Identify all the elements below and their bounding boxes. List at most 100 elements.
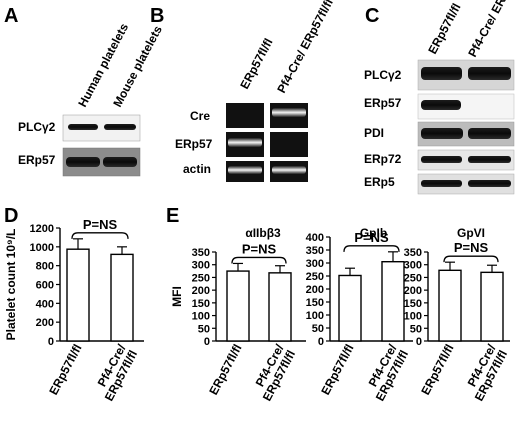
y-tick-label: 0 bbox=[416, 336, 422, 348]
chart-title: GpVI bbox=[457, 226, 485, 240]
y-tick-label: 250 bbox=[404, 272, 422, 284]
y-tick-label: 0 bbox=[204, 336, 210, 348]
y-tick-label: 0 bbox=[318, 336, 324, 348]
category-label: ERp57fl/fl bbox=[318, 342, 356, 397]
blot-c-erp5 bbox=[417, 173, 515, 195]
panel-a-row-plcg2: PLCγ2 bbox=[18, 120, 56, 134]
band bbox=[104, 124, 136, 130]
y-tick-label: 200 bbox=[36, 317, 54, 329]
bar bbox=[110, 253, 134, 342]
y-tick-label: 250 bbox=[192, 272, 210, 284]
blot-c-erp72 bbox=[417, 149, 515, 171]
panel-c-row-pdi: PDI bbox=[364, 126, 384, 140]
bar bbox=[338, 274, 362, 342]
y-tick-label: 0 bbox=[48, 336, 54, 348]
panel-d-letter: D bbox=[4, 205, 18, 227]
panel-c-row-erp72: ERp72 bbox=[364, 152, 402, 166]
y-tick-label: 150 bbox=[306, 297, 324, 309]
y-tick-label: 350 bbox=[192, 247, 210, 259]
y-axis-label: Platelet count 10⁹/L bbox=[4, 229, 18, 341]
bar bbox=[66, 248, 90, 342]
band bbox=[468, 180, 511, 187]
band bbox=[68, 124, 98, 130]
y-tick-label: 150 bbox=[192, 298, 210, 310]
bar bbox=[381, 261, 405, 342]
panel-a: A Human platelets Mouse platelets PLCγ2 … bbox=[4, 5, 165, 177]
category-label: Pf4-Cre/ERp57fl/fl bbox=[248, 341, 298, 403]
y-tick-label: 300 bbox=[306, 258, 324, 270]
band bbox=[421, 128, 463, 139]
y-tick-label: 400 bbox=[306, 232, 324, 244]
panel-b-row-actin: actin bbox=[183, 162, 211, 176]
band bbox=[421, 100, 461, 110]
panel-b-column-ctrl: ERp57fl/fl bbox=[237, 36, 275, 91]
panel-b-letter: B bbox=[150, 5, 164, 27]
panel-b-row-erp57: ERp57 bbox=[175, 137, 213, 151]
significance-label: P=NS bbox=[242, 241, 277, 256]
gel-erp57-ko bbox=[270, 132, 308, 157]
panel-b-row-cre: Cre bbox=[190, 109, 210, 123]
panel-c: C ERp57fl/fl Pf4-Cre/ ERp57fl/fl PLCγ2 E… bbox=[364, 0, 520, 195]
y-tick-label: 100 bbox=[404, 311, 422, 323]
gel-cre-ctrl bbox=[226, 103, 264, 128]
y-tick-label: 150 bbox=[404, 298, 422, 310]
band bbox=[272, 166, 306, 174]
significance-label: P=NS bbox=[354, 230, 389, 245]
category-label: Pf4-Cre/ERp57fl/fl bbox=[90, 341, 140, 403]
y-tick-label: 50 bbox=[312, 323, 324, 335]
category-label: Pf4-Cre/ERp57fl/fl bbox=[460, 341, 510, 403]
category-label: ERp57fl/fl bbox=[418, 342, 456, 397]
band bbox=[468, 128, 511, 139]
y-tick-label: 100 bbox=[306, 310, 324, 322]
y-axis-label: MFI bbox=[170, 286, 184, 307]
y-tick-label: 250 bbox=[306, 271, 324, 283]
y-tick-label: 200 bbox=[306, 284, 324, 296]
y-tick-label: 50 bbox=[410, 323, 422, 335]
y-tick-label: 100 bbox=[192, 311, 210, 323]
panel-c-letter: C bbox=[365, 5, 379, 27]
category-label: ERp57fl/fl bbox=[206, 342, 244, 397]
band bbox=[421, 67, 462, 80]
panel-c-row-erp5: ERp5 bbox=[364, 175, 395, 189]
bar bbox=[438, 269, 462, 342]
band bbox=[468, 156, 511, 163]
y-tick-label: 800 bbox=[36, 261, 54, 273]
chart-title: αIIbβ3 bbox=[245, 226, 281, 240]
significance-bracket bbox=[231, 256, 287, 264]
chart-platelet-count: 0 200 400 600 800 1000 1200 Platelet count 10⁹/… bbox=[4, 217, 144, 403]
band bbox=[103, 157, 137, 167]
panel-c-row-plcg2: PLCγ2 bbox=[364, 68, 402, 82]
band bbox=[228, 166, 262, 174]
bar bbox=[226, 270, 250, 342]
panel-c-column-ctrl: ERp57fl/fl bbox=[425, 1, 463, 56]
panel-b: B ERp57fl/fl Pf4-Cre/ ERp57fl/fl Cre ERp… bbox=[150, 0, 336, 182]
y-tick-label: 600 bbox=[36, 280, 54, 292]
band bbox=[421, 180, 462, 187]
y-tick-label: 200 bbox=[192, 285, 210, 297]
chart-title: GpIb bbox=[360, 226, 387, 240]
y-tick-label: 50 bbox=[198, 323, 210, 335]
band bbox=[468, 67, 511, 80]
y-tick-label: 200 bbox=[404, 285, 422, 297]
significance-bracket bbox=[343, 245, 400, 252]
y-tick-label: 1000 bbox=[30, 242, 54, 254]
y-tick-label: 400 bbox=[36, 298, 54, 310]
bar bbox=[480, 271, 504, 342]
bar bbox=[268, 272, 292, 342]
band bbox=[66, 157, 100, 167]
panel-e-letter: E bbox=[166, 205, 179, 227]
band bbox=[272, 108, 306, 117]
panel-b-column-ko: Pf4-Cre/ ERp57fl/fl bbox=[274, 0, 336, 95]
category-label: Pf4-Cre/ERp57fl/fl bbox=[361, 341, 411, 403]
significance-label: P=NS bbox=[454, 240, 489, 255]
panel-c-row-erp57: ERp57 bbox=[364, 96, 402, 110]
y-tick-label: 350 bbox=[404, 247, 422, 259]
y-tick-label: 1200 bbox=[30, 223, 54, 235]
significance-bracket bbox=[71, 232, 129, 239]
y-tick-label: 300 bbox=[192, 260, 210, 272]
category-label: ERp57fl/fl bbox=[46, 342, 84, 397]
